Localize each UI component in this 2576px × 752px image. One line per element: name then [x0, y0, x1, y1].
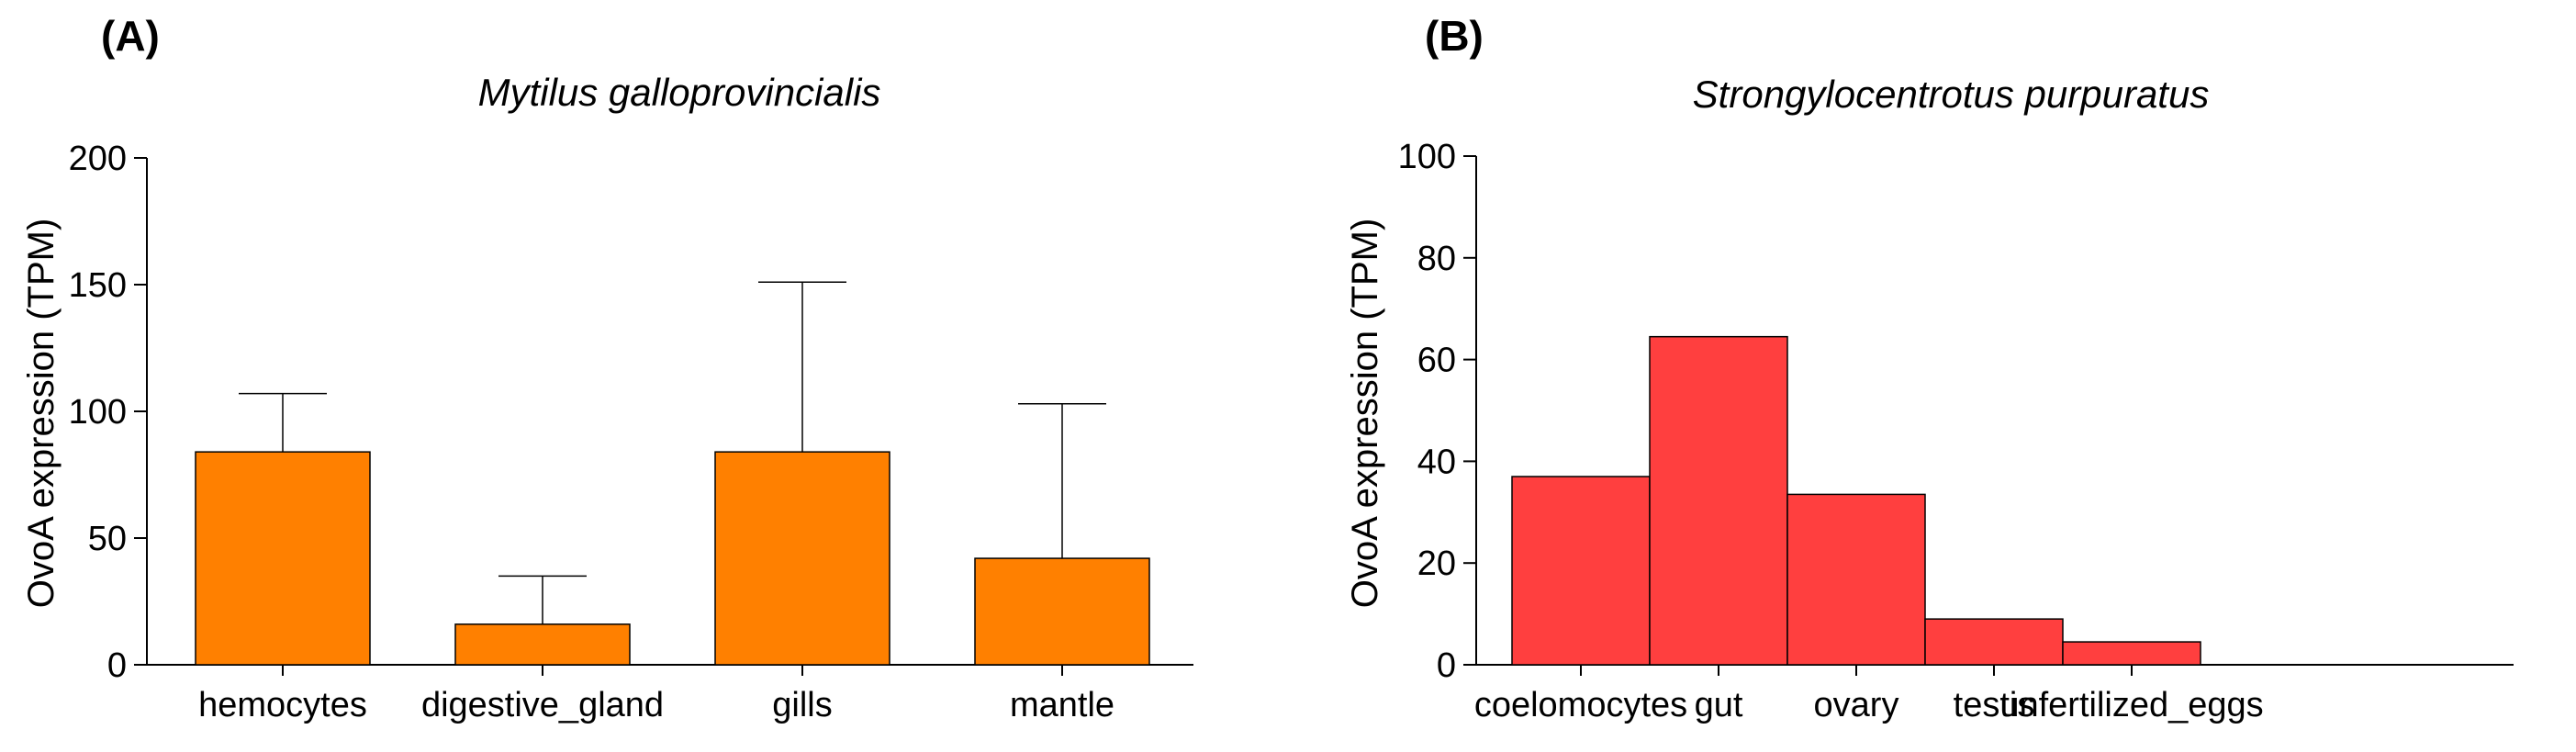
y-tick-label: 20: [1417, 544, 1456, 583]
bar-gut: [1649, 335, 1788, 666]
bars-b: [1511, 335, 2201, 666]
bar-digestive-gland: [454, 623, 631, 666]
y-tick-label: 60: [1417, 342, 1456, 380]
x-tick-label: coelomocytes: [1474, 686, 1687, 724]
y-axis-label-b: OvoA expression (TPM): [1345, 219, 1385, 609]
chart-title-b: Strongylocentrotus purpuratus: [1693, 73, 2210, 116]
chart-title-a: Mytilus galloprovincialis: [478, 71, 881, 114]
bar-unfertilized-eggs: [2062, 641, 2201, 666]
y-tick-label: 0: [107, 646, 127, 685]
bar-hemocytes: [195, 451, 371, 666]
bar-gills: [714, 451, 890, 666]
axes-a: 0 50 100 150 200 hemocytes digestive_gland gill…: [69, 140, 1193, 724]
y-tick-label: 0: [1437, 646, 1456, 685]
x-tick-label: hemocytes: [198, 686, 367, 724]
y-tick-label: 100: [69, 393, 127, 432]
y-tick-label: 100: [1398, 138, 1456, 176]
y-tick-label: 80: [1417, 240, 1456, 278]
x-tick-label: gills: [772, 686, 832, 724]
bar-mantle: [974, 557, 1150, 666]
y-tick-label: 40: [1417, 443, 1456, 481]
panel-label-a: (A): [101, 12, 160, 60]
bars-a: [195, 281, 1150, 666]
axes-b: 0 20 40 60 80 100 coelomocytes gut ovary testisun…: [1398, 138, 2514, 724]
x-tick-label: gut: [1695, 686, 1743, 724]
panel-a: (A) Mytilus galloprovincialis OvoA expre…: [21, 12, 1193, 724]
x-tick-label: mantle: [1010, 686, 1114, 724]
panel-label-b: (B): [1425, 12, 1484, 60]
y-tick-label: 200: [69, 140, 127, 178]
y-axis-label-a: OvoA expression (TPM): [21, 219, 62, 609]
y-tick-label: 50: [88, 520, 127, 558]
bar-coelomocytes: [1511, 476, 1651, 666]
x-tick-label: testis: [1954, 686, 2035, 724]
y-tick-label: 150: [69, 266, 127, 305]
bar-ovary: [1786, 493, 1926, 666]
bar-testis: [1924, 618, 2064, 666]
x-tick-label: digestive_gland: [421, 686, 664, 724]
x-tick-label: unfertilized_eggs: [1999, 686, 2263, 724]
panel-b: (B) Strongylocentrotus purpuratus OvoA e…: [1345, 12, 2514, 724]
x-tick-label: ovary: [1814, 686, 1899, 724]
